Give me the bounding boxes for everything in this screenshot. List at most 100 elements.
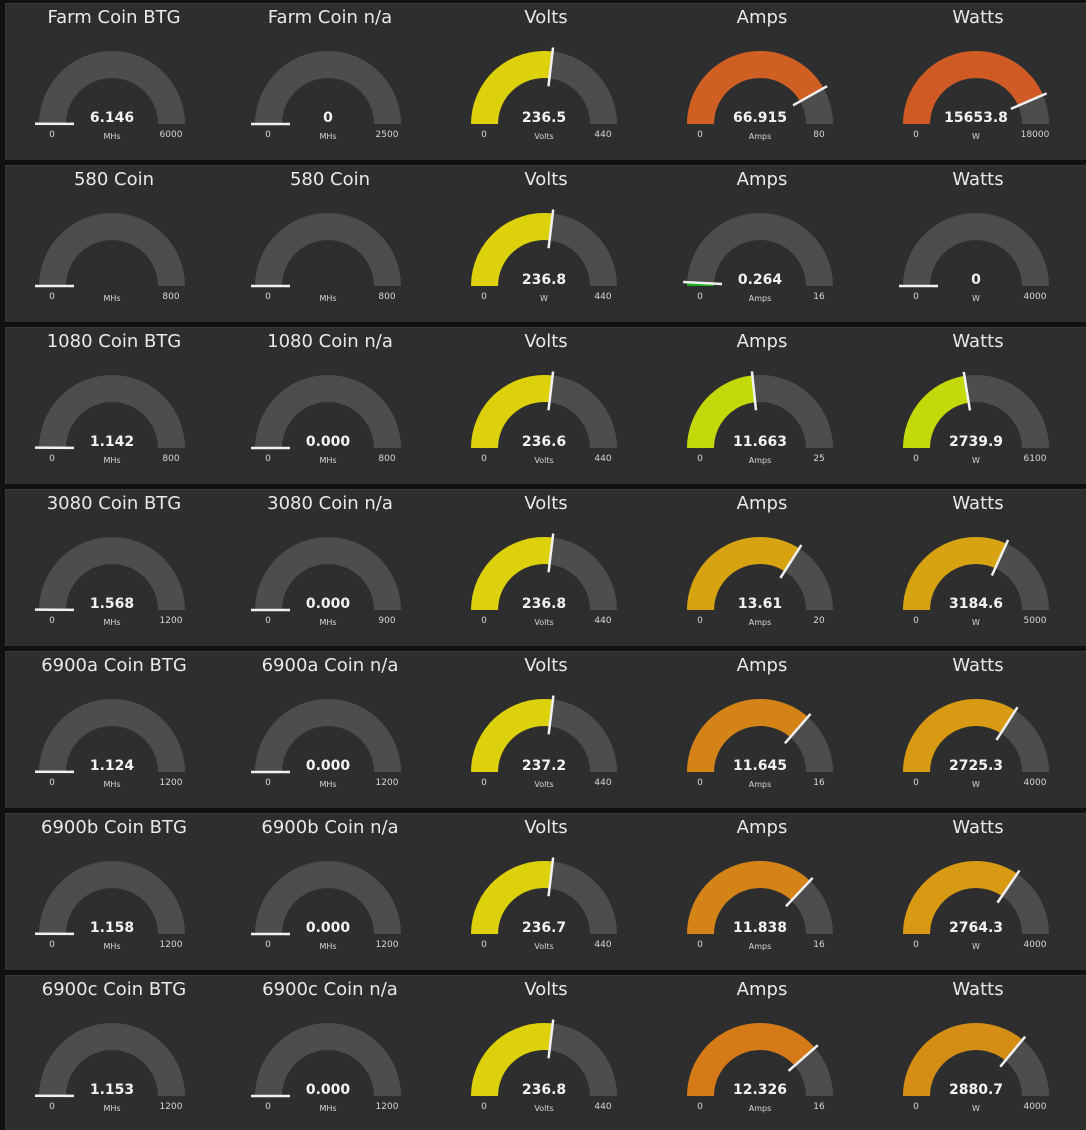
gauge-max-label: 5000 (1024, 616, 1047, 626)
gauge-group: 1080 Coin BTG 1.142 MHs 0 800 1080 Coin n/a 0.… (5, 327, 1086, 484)
gauge-needle (547, 47, 555, 87)
gauge-max-label: 800 (162, 454, 179, 464)
gauge-value: 0.000 (306, 920, 351, 936)
gauge-needle (783, 713, 812, 745)
gauge-units: W (972, 132, 980, 141)
gauge-max-label: 440 (594, 130, 611, 140)
gauge-widget: 580 Coin MHs 0 800 (222, 166, 438, 323)
gauge-group: 6900a Coin BTG 1.124 MHs 0 1200 6900a Coin n/… (5, 651, 1086, 808)
gauge: 1.124 MHs 0 1200 (34, 699, 185, 789)
gauge-units: MHs (319, 456, 336, 465)
gauge-min-label: 0 (697, 616, 703, 626)
gauge-needle (547, 533, 555, 573)
gauge-max-label: 1200 (376, 1102, 399, 1112)
gauge-widget: Watts 2725.3 W 0 4000 (870, 652, 1086, 809)
gauge: 13.61 Amps 0 20 (687, 537, 833, 627)
gauge-widget: Amps 11.645 Amps 0 16 (654, 652, 870, 809)
gauge-title: 580 Coin (73, 169, 155, 190)
gauge-value: 1.153 (90, 1082, 134, 1098)
gauge-min-label: 0 (913, 1102, 919, 1112)
gauge-group: Farm Coin BTG 6.146 MHs 0 6000 Farm Coin n/a 0… (5, 3, 1086, 160)
gauge-title: Amps (736, 331, 788, 352)
gauge-widget: 6900b Coin BTG 1.158 MHs 0 1200 (6, 814, 222, 971)
gauge-needle (683, 280, 723, 286)
gauge-max-label: 20 (813, 616, 825, 626)
gauge: 2739.9 W 0 6100 (903, 371, 1049, 465)
gauge-title: Watts (952, 655, 1004, 676)
gauge-units: W (972, 1104, 980, 1113)
gauge-needle (996, 869, 1021, 904)
gauge-units: MHs (103, 780, 120, 789)
gauge-units: MHs (319, 1104, 336, 1113)
gauge-value: 15653.8 (944, 110, 1008, 126)
gauge: 12.326 Amps 0 16 (687, 1023, 833, 1113)
gauge-title: Volts (524, 979, 568, 1000)
gauge-needle (1010, 92, 1048, 111)
gauge-title: 6900b Coin BTG (41, 817, 187, 838)
gauge-widget: 1080 Coin n/a 0.000 MHs 0 800 (222, 328, 438, 485)
gauge: 1.568 MHs 0 1200 (34, 537, 185, 627)
gauge-fill (471, 537, 553, 610)
gauge-needle (547, 1019, 555, 1059)
gauge-value: 236.6 (522, 434, 566, 450)
gauge-track (255, 51, 401, 124)
gauge: 236.8 Volts 0 440 (471, 1019, 617, 1113)
gauge-value: 0.000 (306, 758, 351, 774)
gauge-max-label: 16 (813, 778, 825, 788)
gauge-title: Watts (952, 979, 1004, 1000)
gauge-title: Volts (524, 169, 568, 190)
gauge-widget: Amps 12.326 Amps 0 16 (654, 976, 870, 1130)
gauge-value: 2739.9 (949, 434, 1003, 450)
gauge-min-label: 0 (49, 454, 55, 464)
gauge-max-label: 440 (594, 454, 611, 464)
gauge-track (255, 699, 401, 772)
gauge-min-label: 0 (49, 940, 55, 950)
gauge-title: Amps (736, 817, 788, 838)
gauge-needle (750, 371, 758, 411)
gauge-min-label: 0 (481, 778, 487, 788)
gauge-min-label: 0 (913, 454, 919, 464)
gauge-needle (785, 876, 814, 908)
gauge-fill (471, 861, 553, 934)
gauge-value: 66.915 (733, 110, 787, 126)
gauge-widget: Volts 236.8 Volts 0 440 (438, 490, 654, 647)
gauge-fill (687, 537, 800, 610)
gauge: 0.000 MHs 0 1200 (251, 861, 401, 951)
gauge-value: 1.142 (90, 434, 134, 450)
gauge-widget: Watts 0 W 0 4000 (870, 166, 1086, 323)
gauge: 0 MHs 0 2500 (251, 51, 401, 141)
gauge-value: 236.8 (522, 596, 566, 612)
gauge-min-label: 0 (265, 292, 271, 302)
gauge-title: Volts (524, 331, 568, 352)
gauge-min-label: 0 (481, 130, 487, 140)
gauge-widget: 3080 Coin n/a 0.000 MHs 0 900 (222, 490, 438, 647)
gauge-widget: Volts 236.7 Volts 0 440 (438, 814, 654, 971)
gauge-max-label: 1200 (376, 940, 399, 950)
gauge: 236.6 Volts 0 440 (471, 371, 617, 465)
gauge-max-label: 4000 (1024, 778, 1047, 788)
gauge-widget: Volts 236.8 W 0 440 (438, 166, 654, 323)
gauge-max-label: 440 (594, 940, 611, 950)
gauge-widget: Farm Coin BTG 6.146 MHs 0 6000 (6, 4, 222, 161)
gauge-units: Volts (534, 780, 553, 789)
gauge: 236.8 W 0 440 (471, 209, 617, 303)
gauge: 0.264 Amps 0 16 (683, 213, 833, 303)
gauge-value: 3184.6 (949, 596, 1003, 612)
gauge-min-label: 0 (265, 940, 271, 950)
gauge-max-label: 18000 (1021, 130, 1050, 140)
gauge-title: Watts (952, 169, 1004, 190)
gauge-value: 2725.3 (949, 758, 1003, 774)
gauge-track (255, 1023, 401, 1096)
gauge-needle (792, 85, 828, 107)
gauge-units: W (972, 618, 980, 627)
gauge-min-label: 0 (481, 454, 487, 464)
gauge-value: 0 (323, 110, 333, 126)
gauge-max-label: 440 (594, 616, 611, 626)
gauge-value: 6.146 (90, 110, 134, 126)
gauge-widget: 580 Coin MHs 0 800 (6, 166, 222, 323)
gauge-fill (903, 375, 969, 448)
gauge-widget: 6900b Coin n/a 0.000 MHs 0 1200 (222, 814, 438, 971)
gauge-max-label: 4000 (1024, 940, 1047, 950)
gauge-units: MHs (319, 942, 336, 951)
gauge-value: 11.838 (733, 920, 787, 936)
